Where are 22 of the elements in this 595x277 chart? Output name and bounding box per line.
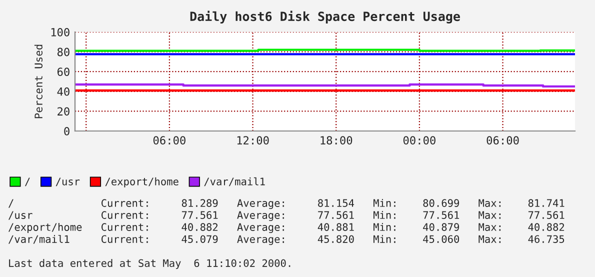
legend-label: /var/mail1 <box>204 177 265 186</box>
legend-label: /export/home <box>105 177 178 188</box>
y-tick-label: 0 <box>64 127 70 136</box>
y-tick-label: 100 <box>51 28 70 36</box>
text: /var/mail1 Current: 45.079 Average: 45.820 Min: 45.060 Max: 46.735 <box>8 234 564 246</box>
legend-label: /usr <box>56 178 80 186</box>
legend-label: / <box>24 178 30 186</box>
x-tick-label: 06:00 <box>153 136 186 145</box>
chart-title: Daily host6 Disk Space Percent Usage <box>190 10 460 24</box>
x-tick-label: 12:00 <box>237 136 269 145</box>
y-tick-label: 80 <box>57 48 70 56</box>
y-tick-label: 60 <box>57 68 70 76</box>
x-tick-label: 00:00 <box>403 136 436 145</box>
text: / Current: 81.289 Average: 81.154 Min: 80.699 Max: 81.741 <box>8 198 564 210</box>
y-tick-label: 20 <box>58 107 70 116</box>
text: Last data entered at Sat May 6 11:10:02 2000. <box>9 259 290 269</box>
x-tick-label: 18:00 <box>320 136 352 145</box>
x-tick-label: 06:00 <box>486 136 519 145</box>
text: /usr Current: 77.561 Average: 77.561 Min: 77.561 Max: 77.561 <box>8 210 564 222</box>
y-axis-title: Percent Used <box>34 44 42 118</box>
text: /export/home Current: 40.882 Average: 40.881 Min: 40.879 Max: 40.882 <box>8 222 564 234</box>
y-tick-label: 40 <box>57 87 70 96</box>
